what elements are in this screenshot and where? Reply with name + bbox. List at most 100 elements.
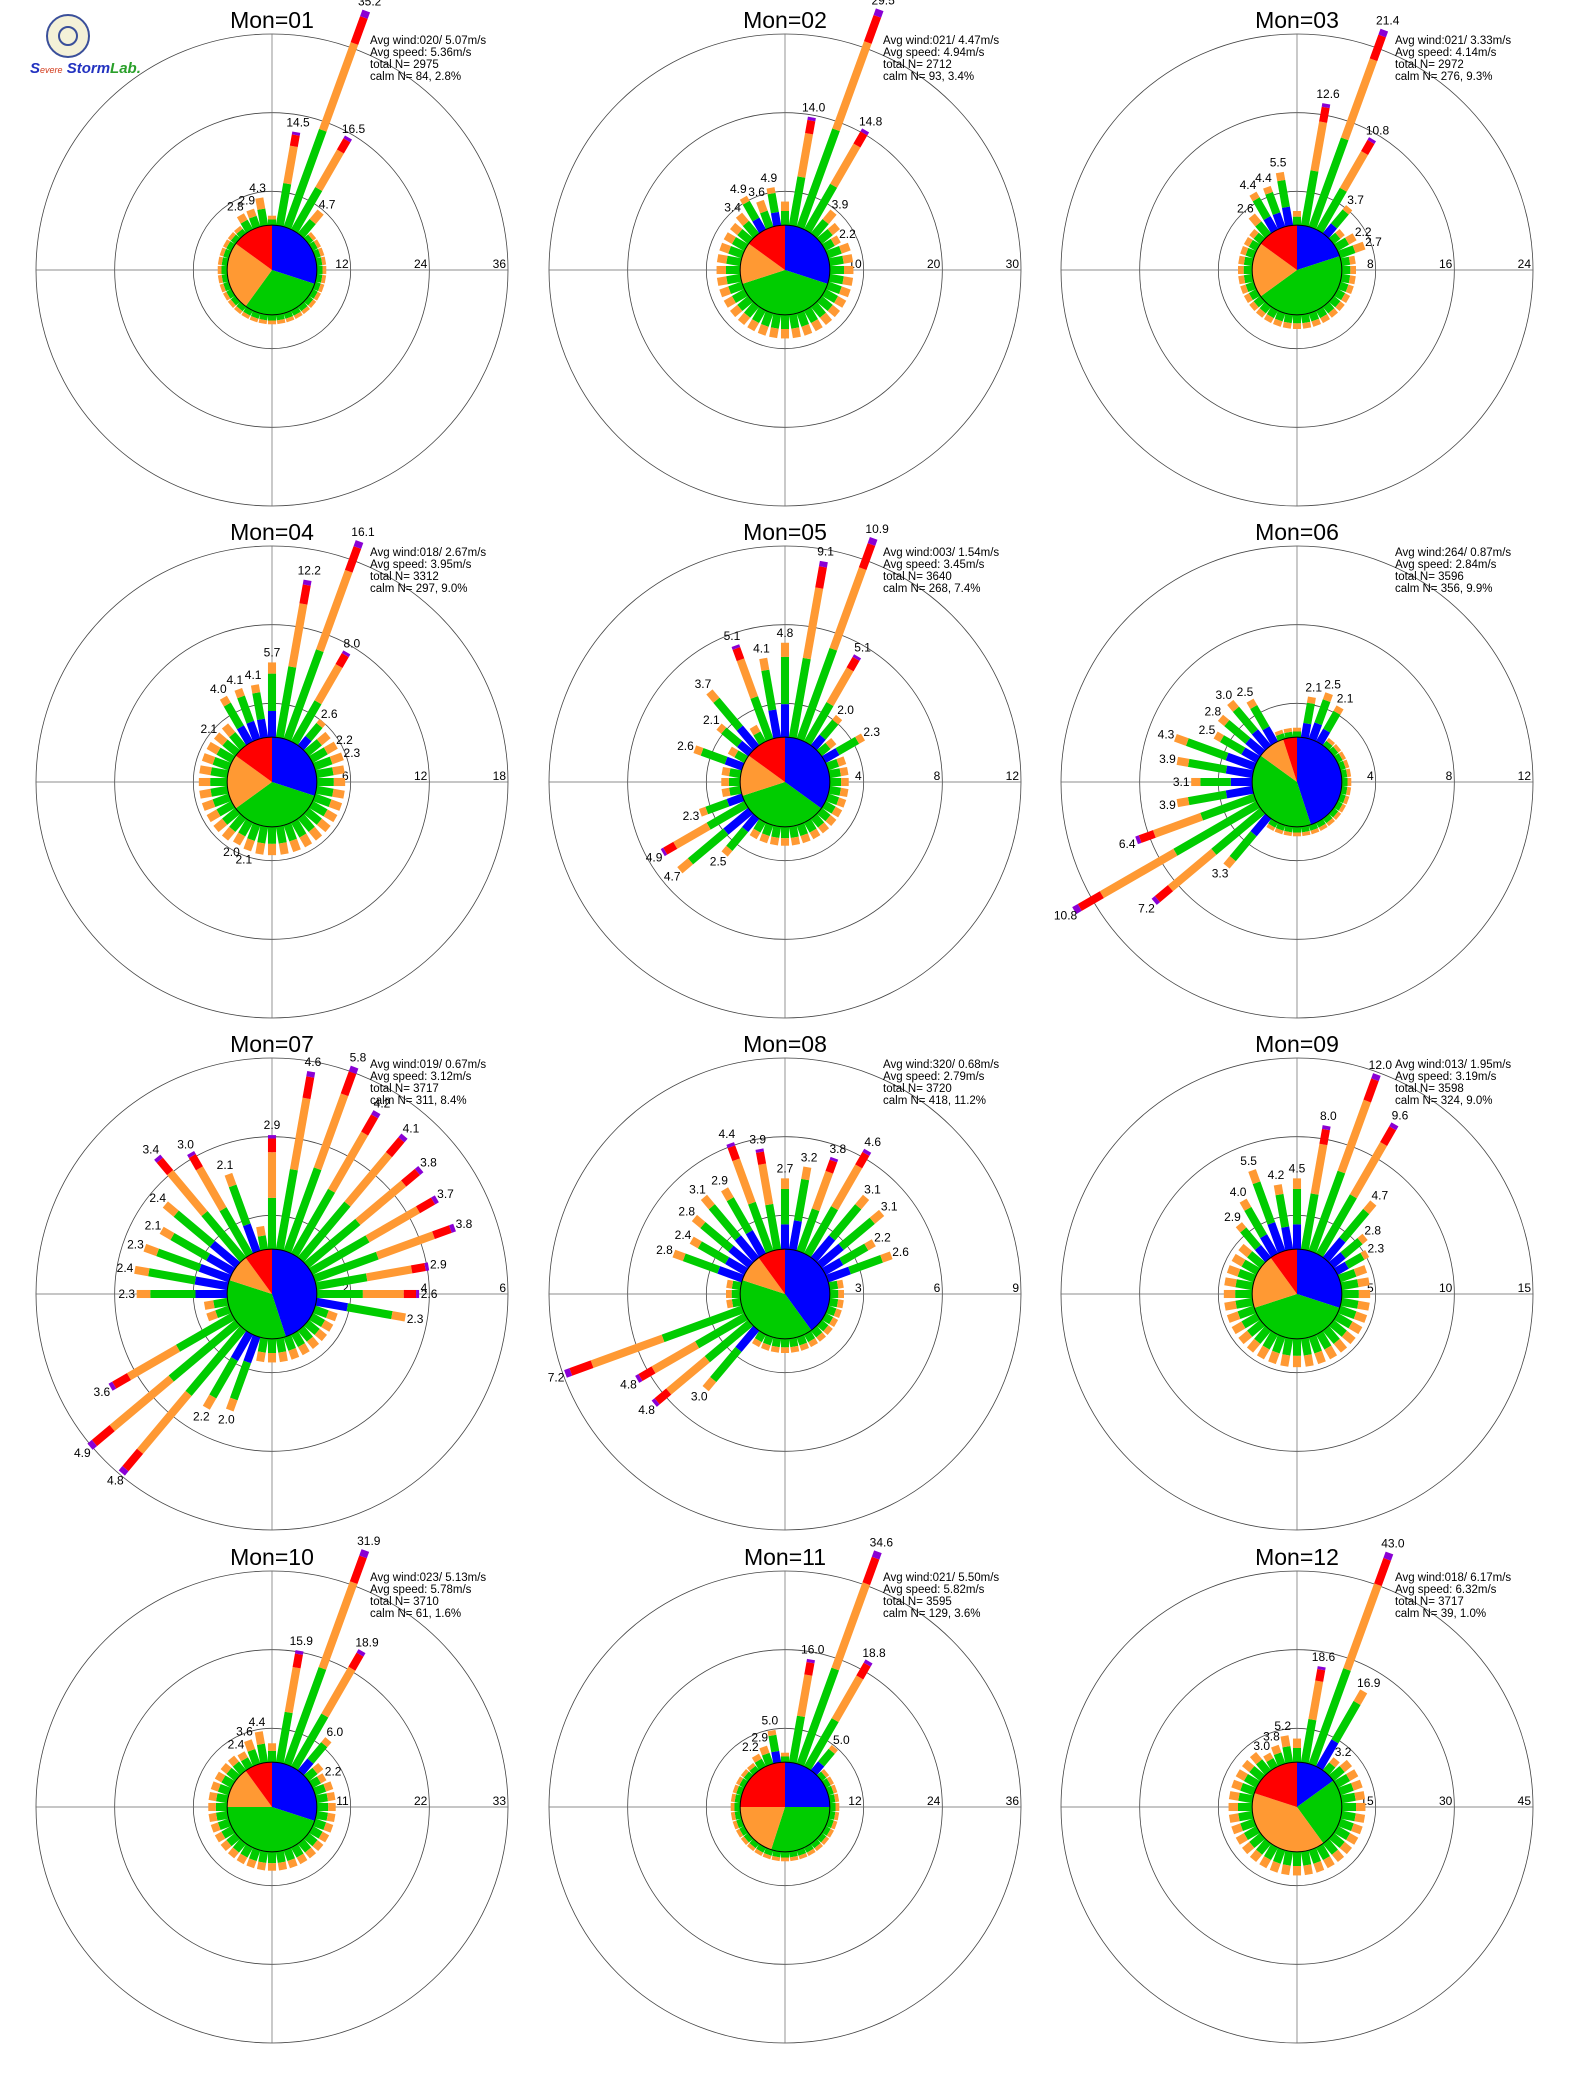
direction-bar bbox=[256, 1351, 266, 1363]
bar-value-label: 2.0 bbox=[837, 703, 854, 717]
direction-bar bbox=[672, 1249, 686, 1262]
direction-bar bbox=[763, 1847, 774, 1856]
calm-pie-slice bbox=[740, 1280, 812, 1339]
direction-bar bbox=[214, 1771, 226, 1783]
ring-label: 12 bbox=[848, 1794, 862, 1808]
direction-bar bbox=[829, 1156, 839, 1163]
direction-bar bbox=[721, 1187, 734, 1202]
direction-bar bbox=[855, 1151, 870, 1169]
panel-title: Mon=06 bbox=[1255, 519, 1339, 545]
direction-bar bbox=[448, 1223, 456, 1233]
ring-label: 5 bbox=[1367, 1281, 1374, 1295]
direction-bar bbox=[230, 1330, 254, 1362]
direction-bar bbox=[739, 1778, 749, 1789]
direction-bar bbox=[740, 1836, 749, 1845]
direction-bar bbox=[1241, 747, 1261, 764]
direction-bar bbox=[767, 192, 779, 214]
direction-bar bbox=[1300, 825, 1310, 833]
direction-bar bbox=[740, 1769, 749, 1778]
bar-value-label: 5.8 bbox=[350, 1051, 367, 1065]
direction-bar bbox=[828, 768, 842, 779]
direction-bar bbox=[1281, 206, 1294, 227]
direction-bar bbox=[1323, 710, 1341, 733]
calm-pie-slice bbox=[235, 737, 272, 782]
direction-bar bbox=[728, 1245, 754, 1269]
ring-label: 2 bbox=[342, 1281, 349, 1295]
direction-bar bbox=[1252, 197, 1271, 221]
direction-bar bbox=[1224, 1300, 1237, 1311]
direction-bar bbox=[1231, 1823, 1243, 1835]
calm-pie-slice bbox=[785, 1762, 830, 1807]
direction-bar bbox=[316, 818, 331, 833]
direction-bar bbox=[1333, 811, 1342, 820]
direction-bar bbox=[1353, 1265, 1368, 1277]
direction-bar bbox=[1301, 831, 1311, 837]
calm-circle bbox=[739, 1248, 831, 1340]
direction-bar bbox=[315, 767, 334, 779]
direction-bar bbox=[564, 1368, 573, 1378]
bar-value-label: 2.1 bbox=[201, 722, 218, 736]
direction-bar bbox=[831, 806, 843, 818]
bar-value-label: 4.4 bbox=[1255, 171, 1272, 185]
direction-bar bbox=[1328, 295, 1341, 308]
direction-bar bbox=[201, 799, 216, 811]
direction-bar bbox=[1342, 205, 1353, 215]
ring-label: 24 bbox=[927, 1794, 941, 1808]
direction-bar bbox=[312, 1840, 324, 1852]
direction-bar bbox=[1351, 1823, 1363, 1835]
bar-value-label: 12.6 bbox=[1316, 87, 1340, 101]
direction-bar bbox=[323, 809, 338, 823]
direction-bar bbox=[1308, 1847, 1321, 1864]
ring-label: 8 bbox=[1446, 769, 1453, 783]
bar-value-label: 3.1 bbox=[881, 1199, 898, 1213]
direction-bar bbox=[202, 1394, 217, 1410]
stats-line: Avg wind:023/ 5.13m/s bbox=[370, 1572, 486, 1584]
direction-bar bbox=[708, 1204, 741, 1241]
direction-bar bbox=[806, 1658, 815, 1664]
bar-value-label: 2.7 bbox=[777, 1161, 794, 1175]
direction-bar bbox=[765, 1203, 782, 1251]
direction-bar bbox=[1340, 785, 1348, 795]
direction-bar bbox=[1273, 1752, 1286, 1767]
direction-bar bbox=[873, 8, 884, 18]
calm-pie-slice bbox=[748, 225, 785, 270]
direction-bar bbox=[308, 1312, 326, 1327]
direction-bar bbox=[255, 197, 266, 210]
direction-bar bbox=[807, 116, 816, 122]
direction-bar bbox=[227, 1847, 239, 1859]
ring-label: 22 bbox=[414, 1794, 428, 1808]
bar-value-label: 3.9 bbox=[1159, 798, 1176, 812]
direction-bar bbox=[1255, 1759, 1272, 1776]
bar-value-label: 4.8 bbox=[107, 1474, 124, 1488]
direction-bar bbox=[297, 301, 308, 312]
direction-bar bbox=[1244, 1206, 1268, 1239]
direction-bar bbox=[221, 723, 236, 738]
stats-line: calm N= 356, 9.9% bbox=[1395, 583, 1492, 595]
calm-pie-slice bbox=[227, 1807, 315, 1852]
direction-bar bbox=[687, 828, 729, 865]
direction-bar bbox=[312, 248, 321, 259]
direction-bar bbox=[432, 1225, 452, 1240]
direction-bar bbox=[227, 232, 236, 241]
direction-bar bbox=[237, 1751, 248, 1762]
direction-bar bbox=[1333, 800, 1343, 811]
direction-bar bbox=[1274, 828, 1284, 835]
calm-pie-slice bbox=[1283, 737, 1297, 782]
direction-bar bbox=[1249, 1751, 1263, 1765]
calm-pie-slice bbox=[748, 737, 785, 782]
direction-bar bbox=[236, 213, 248, 224]
direction-bar bbox=[1275, 171, 1286, 182]
bar-value-label: 29.5 bbox=[871, 0, 895, 7]
direction-bar bbox=[831, 1784, 838, 1794]
direction-bar bbox=[797, 1674, 813, 1718]
bar-value-label: 10.9 bbox=[865, 522, 889, 536]
direction-bar bbox=[831, 1675, 864, 1723]
direction-bar bbox=[360, 9, 371, 19]
direction-bar bbox=[836, 1299, 844, 1309]
direction-bar bbox=[713, 697, 743, 731]
direction-bar bbox=[796, 1334, 808, 1346]
direction-bar bbox=[816, 1243, 844, 1269]
direction-bar bbox=[717, 1266, 745, 1283]
stats-line: Avg wind:018/ 2.67m/s bbox=[370, 547, 486, 559]
